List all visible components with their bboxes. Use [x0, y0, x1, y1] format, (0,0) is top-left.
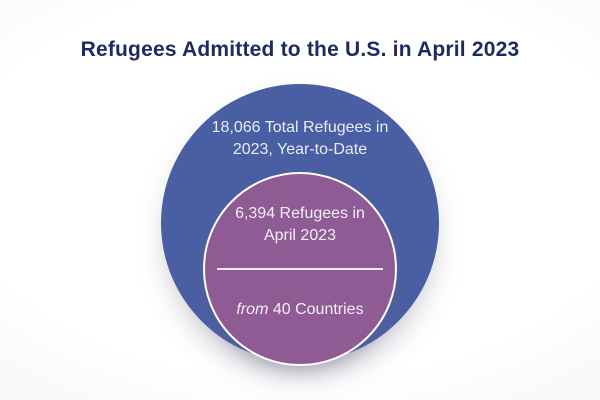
outer-circle-label: 18,066 Total Refugees in 2023, Year-to-D…	[180, 117, 420, 161]
inner-label-line1: 6,394 Refugees in	[235, 205, 365, 222]
inner-circle-april-2023: 6,394 Refugees in April 2023 from 40 Cou…	[203, 172, 397, 366]
countries-count-text: 40 Countries	[272, 301, 364, 318]
outer-label-line1: 18,066 Total Refugees in	[211, 119, 389, 136]
page-title: Refugees Admitted to the U.S. in April 2…	[80, 38, 520, 61]
from-word: from	[236, 301, 269, 318]
divider-line	[217, 268, 383, 270]
inner-circle-label: 6,394 Refugees in April 2023	[215, 203, 385, 247]
outer-label-line2: 2023, Year-to-Date	[232, 141, 368, 158]
countries-label: from 40 Countries	[210, 299, 390, 321]
inner-label-line2: April 2023	[263, 227, 337, 244]
